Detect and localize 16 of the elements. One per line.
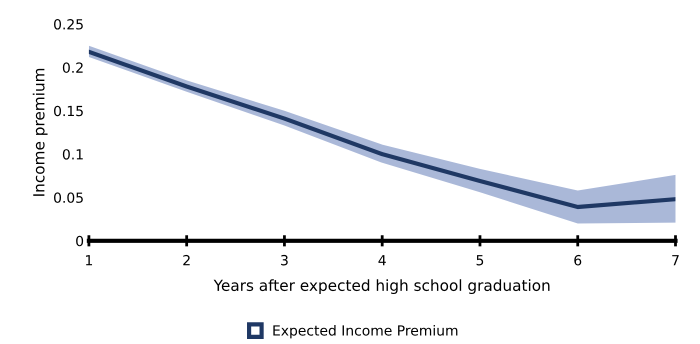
- y-tick-label: 0.15: [54, 106, 83, 116]
- x-tick-label: 1: [86, 255, 92, 266]
- y-axis-title: Income premium: [32, 68, 48, 196]
- x-tick-label: 2: [183, 254, 190, 266]
- y-tick-label: 0: [76, 236, 84, 246]
- y-tick-label: 0.1: [62, 149, 83, 160]
- y-tick-label: 0.25: [54, 19, 83, 30]
- x-tick-label: 7: [672, 255, 679, 266]
- x-tick-label: 5: [476, 255, 484, 266]
- x-axis-title: Years after expected high school graduation: [214, 279, 550, 294]
- y-tick-label: 0.2: [62, 62, 83, 73]
- y-tick-label: 0.05: [54, 192, 83, 203]
- legend-label: Expected Income Premium: [273, 324, 458, 338]
- x-tick-label: 3: [281, 254, 288, 266]
- x-tick-label: 4: [378, 255, 386, 266]
- x-tick-label: 6: [574, 254, 582, 266]
